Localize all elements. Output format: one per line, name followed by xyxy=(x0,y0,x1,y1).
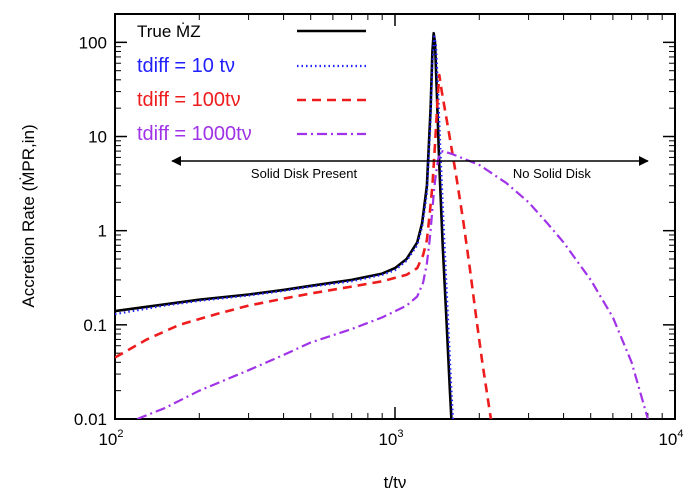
legend-label-t100: tdiff = 100tν xyxy=(137,89,241,111)
x-tick-label: 103 xyxy=(378,428,403,449)
y-tick-label: 10 xyxy=(88,128,107,147)
y-axis-ticks: 0.01 0.1 1 10 100 xyxy=(74,33,675,429)
x-tick-label: 102 xyxy=(98,428,123,449)
series-line-t100 xyxy=(115,73,493,419)
y-tick-label: 100 xyxy=(79,33,107,52)
x-axis-label: t/tν xyxy=(384,473,407,492)
series-line-t10 xyxy=(115,35,454,419)
y-axis-label: Accretion Rate (ṀPR,in) xyxy=(19,124,38,307)
legend: True ṀZ tdiff = 10 tν tdiff = 100tν tdiff =… xyxy=(137,22,366,145)
legend-label-true: True ṀZ xyxy=(137,22,201,41)
x-tick-label: 104 xyxy=(658,428,683,449)
annotation-layer: Solid Disk Present No Solid Disk xyxy=(171,155,649,181)
series-line-t1000 xyxy=(136,150,649,419)
x-axis-ticks: 102 103 104 xyxy=(98,14,684,449)
series-layer xyxy=(115,31,649,419)
solid-disk-present-label: Solid Disk Present xyxy=(251,166,358,181)
legend-label-t10: tdiff = 10 tν xyxy=(137,55,235,77)
y-tick-label: 0.1 xyxy=(83,316,107,335)
y-tick-label: 0.01 xyxy=(74,410,107,429)
legend-label-t1000: tdiff = 1000tν xyxy=(137,123,252,145)
no-solid-disk-label: No Solid Disk xyxy=(513,166,592,181)
y-tick-label: 1 xyxy=(98,222,107,241)
